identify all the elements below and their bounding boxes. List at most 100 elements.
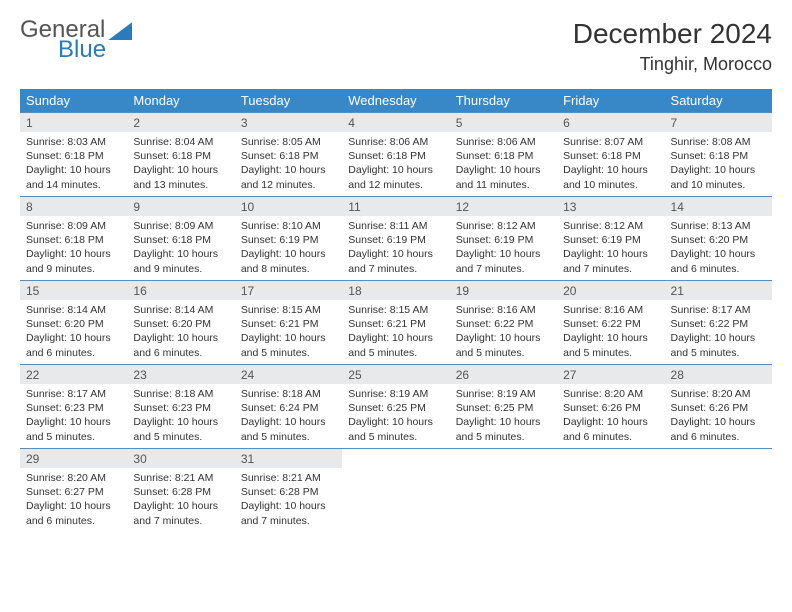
day-details: Sunrise: 8:12 AMSunset: 6:19 PMDaylight:… <box>450 216 557 280</box>
day-details: Sunrise: 8:06 AMSunset: 6:18 PMDaylight:… <box>450 132 557 196</box>
day-number: 29 <box>20 449 127 468</box>
day-number: 16 <box>127 281 234 300</box>
day-details: Sunrise: 8:05 AMSunset: 6:18 PMDaylight:… <box>235 132 342 196</box>
calendar-day-cell: 15Sunrise: 8:14 AMSunset: 6:20 PMDayligh… <box>20 281 127 365</box>
day-number: 12 <box>450 197 557 216</box>
calendar-day-cell: 19Sunrise: 8:16 AMSunset: 6:22 PMDayligh… <box>450 281 557 365</box>
calendar-day-cell: 6Sunrise: 8:07 AMSunset: 6:18 PMDaylight… <box>557 113 664 197</box>
logo-triangle-icon <box>108 22 132 40</box>
calendar-week-row: 29Sunrise: 8:20 AMSunset: 6:27 PMDayligh… <box>20 449 772 533</box>
day-number: 31 <box>235 449 342 468</box>
day-details: Sunrise: 8:04 AMSunset: 6:18 PMDaylight:… <box>127 132 234 196</box>
calendar-day-cell: 12Sunrise: 8:12 AMSunset: 6:19 PMDayligh… <box>450 197 557 281</box>
calendar-day-cell: 13Sunrise: 8:12 AMSunset: 6:19 PMDayligh… <box>557 197 664 281</box>
weekday-header: Tuesday <box>235 89 342 113</box>
calendar-day-cell: 11Sunrise: 8:11 AMSunset: 6:19 PMDayligh… <box>342 197 449 281</box>
calendar-day-cell: 31Sunrise: 8:21 AMSunset: 6:28 PMDayligh… <box>235 449 342 533</box>
day-details: Sunrise: 8:18 AMSunset: 6:24 PMDaylight:… <box>235 384 342 448</box>
day-number: 11 <box>342 197 449 216</box>
day-number: 9 <box>127 197 234 216</box>
day-number: 7 <box>665 113 772 132</box>
day-details: Sunrise: 8:03 AMSunset: 6:18 PMDaylight:… <box>20 132 127 196</box>
month-title: December 2024 <box>573 18 772 50</box>
weekday-header: Wednesday <box>342 89 449 113</box>
day-number: 25 <box>342 365 449 384</box>
calendar-empty-cell <box>557 449 664 533</box>
calendar-day-cell: 14Sunrise: 8:13 AMSunset: 6:20 PMDayligh… <box>665 197 772 281</box>
day-number: 18 <box>342 281 449 300</box>
day-number: 21 <box>665 281 772 300</box>
day-details: Sunrise: 8:20 AMSunset: 6:26 PMDaylight:… <box>557 384 664 448</box>
logo-text-bottom: Blue <box>58 38 106 62</box>
day-number: 28 <box>665 365 772 384</box>
weekday-header: Monday <box>127 89 234 113</box>
calendar-day-cell: 5Sunrise: 8:06 AMSunset: 6:18 PMDaylight… <box>450 113 557 197</box>
day-number: 22 <box>20 365 127 384</box>
calendar-day-cell: 21Sunrise: 8:17 AMSunset: 6:22 PMDayligh… <box>665 281 772 365</box>
day-details: Sunrise: 8:20 AMSunset: 6:27 PMDaylight:… <box>20 468 127 532</box>
calendar-day-cell: 10Sunrise: 8:10 AMSunset: 6:19 PMDayligh… <box>235 197 342 281</box>
day-number: 20 <box>557 281 664 300</box>
calendar-week-row: 22Sunrise: 8:17 AMSunset: 6:23 PMDayligh… <box>20 365 772 449</box>
calendar-day-cell: 4Sunrise: 8:06 AMSunset: 6:18 PMDaylight… <box>342 113 449 197</box>
day-details: Sunrise: 8:14 AMSunset: 6:20 PMDaylight:… <box>20 300 127 364</box>
day-details: Sunrise: 8:16 AMSunset: 6:22 PMDaylight:… <box>557 300 664 364</box>
day-details: Sunrise: 8:16 AMSunset: 6:22 PMDaylight:… <box>450 300 557 364</box>
day-number: 17 <box>235 281 342 300</box>
calendar-day-cell: 1Sunrise: 8:03 AMSunset: 6:18 PMDaylight… <box>20 113 127 197</box>
calendar-day-cell: 22Sunrise: 8:17 AMSunset: 6:23 PMDayligh… <box>20 365 127 449</box>
calendar-table: SundayMondayTuesdayWednesdayThursdayFrid… <box>20 89 772 533</box>
calendar-day-cell: 16Sunrise: 8:14 AMSunset: 6:20 PMDayligh… <box>127 281 234 365</box>
day-number: 8 <box>20 197 127 216</box>
day-number: 30 <box>127 449 234 468</box>
day-details: Sunrise: 8:08 AMSunset: 6:18 PMDaylight:… <box>665 132 772 196</box>
calendar-week-row: 1Sunrise: 8:03 AMSunset: 6:18 PMDaylight… <box>20 113 772 197</box>
calendar-day-cell: 26Sunrise: 8:19 AMSunset: 6:25 PMDayligh… <box>450 365 557 449</box>
day-number: 26 <box>450 365 557 384</box>
day-details: Sunrise: 8:18 AMSunset: 6:23 PMDaylight:… <box>127 384 234 448</box>
weekday-header: Thursday <box>450 89 557 113</box>
calendar-empty-cell <box>665 449 772 533</box>
day-number: 3 <box>235 113 342 132</box>
calendar-empty-cell <box>450 449 557 533</box>
calendar-day-cell: 17Sunrise: 8:15 AMSunset: 6:21 PMDayligh… <box>235 281 342 365</box>
calendar-week-row: 8Sunrise: 8:09 AMSunset: 6:18 PMDaylight… <box>20 197 772 281</box>
calendar-day-cell: 2Sunrise: 8:04 AMSunset: 6:18 PMDaylight… <box>127 113 234 197</box>
day-details: Sunrise: 8:07 AMSunset: 6:18 PMDaylight:… <box>557 132 664 196</box>
calendar-day-cell: 9Sunrise: 8:09 AMSunset: 6:18 PMDaylight… <box>127 197 234 281</box>
day-details: Sunrise: 8:17 AMSunset: 6:23 PMDaylight:… <box>20 384 127 448</box>
weekday-header: Saturday <box>665 89 772 113</box>
day-details: Sunrise: 8:20 AMSunset: 6:26 PMDaylight:… <box>665 384 772 448</box>
day-details: Sunrise: 8:13 AMSunset: 6:20 PMDaylight:… <box>665 216 772 280</box>
day-number: 14 <box>665 197 772 216</box>
day-number: 19 <box>450 281 557 300</box>
location: Tinghir, Morocco <box>573 54 772 75</box>
day-number: 27 <box>557 365 664 384</box>
day-number: 24 <box>235 365 342 384</box>
weekday-header: Sunday <box>20 89 127 113</box>
day-number: 1 <box>20 113 127 132</box>
calendar-body: 1Sunrise: 8:03 AMSunset: 6:18 PMDaylight… <box>20 113 772 533</box>
day-details: Sunrise: 8:15 AMSunset: 6:21 PMDaylight:… <box>342 300 449 364</box>
calendar-day-cell: 8Sunrise: 8:09 AMSunset: 6:18 PMDaylight… <box>20 197 127 281</box>
day-details: Sunrise: 8:14 AMSunset: 6:20 PMDaylight:… <box>127 300 234 364</box>
day-details: Sunrise: 8:06 AMSunset: 6:18 PMDaylight:… <box>342 132 449 196</box>
day-number: 4 <box>342 113 449 132</box>
day-details: Sunrise: 8:09 AMSunset: 6:18 PMDaylight:… <box>20 216 127 280</box>
day-number: 2 <box>127 113 234 132</box>
title-block: December 2024 Tinghir, Morocco <box>573 18 772 75</box>
day-details: Sunrise: 8:17 AMSunset: 6:22 PMDaylight:… <box>665 300 772 364</box>
day-details: Sunrise: 8:21 AMSunset: 6:28 PMDaylight:… <box>127 468 234 532</box>
calendar-day-cell: 28Sunrise: 8:20 AMSunset: 6:26 PMDayligh… <box>665 365 772 449</box>
day-details: Sunrise: 8:19 AMSunset: 6:25 PMDaylight:… <box>342 384 449 448</box>
day-number: 15 <box>20 281 127 300</box>
day-details: Sunrise: 8:12 AMSunset: 6:19 PMDaylight:… <box>557 216 664 280</box>
calendar-day-cell: 3Sunrise: 8:05 AMSunset: 6:18 PMDaylight… <box>235 113 342 197</box>
calendar-day-cell: 18Sunrise: 8:15 AMSunset: 6:21 PMDayligh… <box>342 281 449 365</box>
header: General Blue December 2024 Tinghir, Moro… <box>20 18 772 75</box>
logo: General Blue <box>20 18 132 62</box>
day-number: 10 <box>235 197 342 216</box>
calendar-day-cell: 24Sunrise: 8:18 AMSunset: 6:24 PMDayligh… <box>235 365 342 449</box>
day-details: Sunrise: 8:09 AMSunset: 6:18 PMDaylight:… <box>127 216 234 280</box>
day-details: Sunrise: 8:19 AMSunset: 6:25 PMDaylight:… <box>450 384 557 448</box>
